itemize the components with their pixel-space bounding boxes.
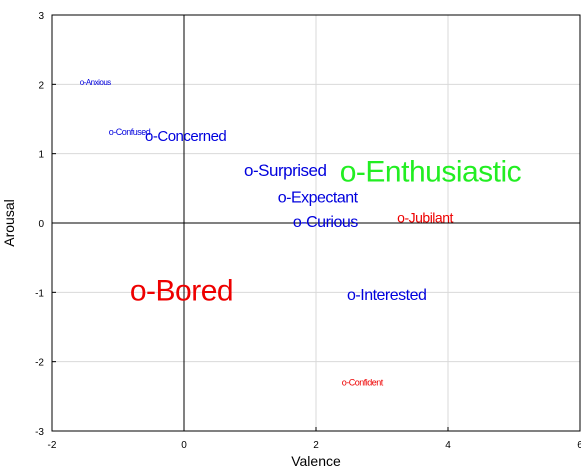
point-label: o-Confident — [342, 378, 384, 388]
point-label: o-Enthusiastic — [340, 156, 522, 189]
y-tick-label: -2 — [35, 358, 44, 369]
y-axis-label: Arousal — [1, 199, 17, 246]
y-tick-label: 1 — [38, 150, 44, 161]
point-label: o-Jubilant — [397, 210, 453, 226]
y-tick-label: 3 — [38, 11, 44, 22]
point-label: o-Curious — [293, 214, 358, 231]
point-label: o-Confused — [109, 127, 151, 137]
y-tick-label: -3 — [35, 427, 44, 438]
x-axis-label: Valence — [291, 453, 341, 469]
x-tick-label: -2 — [48, 440, 57, 451]
y-tick-label: 2 — [38, 80, 44, 91]
point-label: o-Surprised — [244, 161, 326, 180]
x-tick-label: 4 — [445, 440, 451, 451]
y-tick-label: 0 — [38, 219, 44, 230]
x-tick-label: 2 — [313, 440, 319, 451]
point-label: o-Expectant — [278, 189, 359, 206]
point-label: o-Bored — [130, 274, 233, 307]
y-tick-label: -1 — [35, 288, 44, 299]
point-label: o-Anxious — [80, 78, 112, 87]
point-label: o-Interested — [347, 287, 426, 304]
x-tick-label: 0 — [181, 440, 187, 451]
point-label: o-Concerned — [145, 128, 226, 145]
x-tick-label: 6 — [577, 440, 581, 451]
